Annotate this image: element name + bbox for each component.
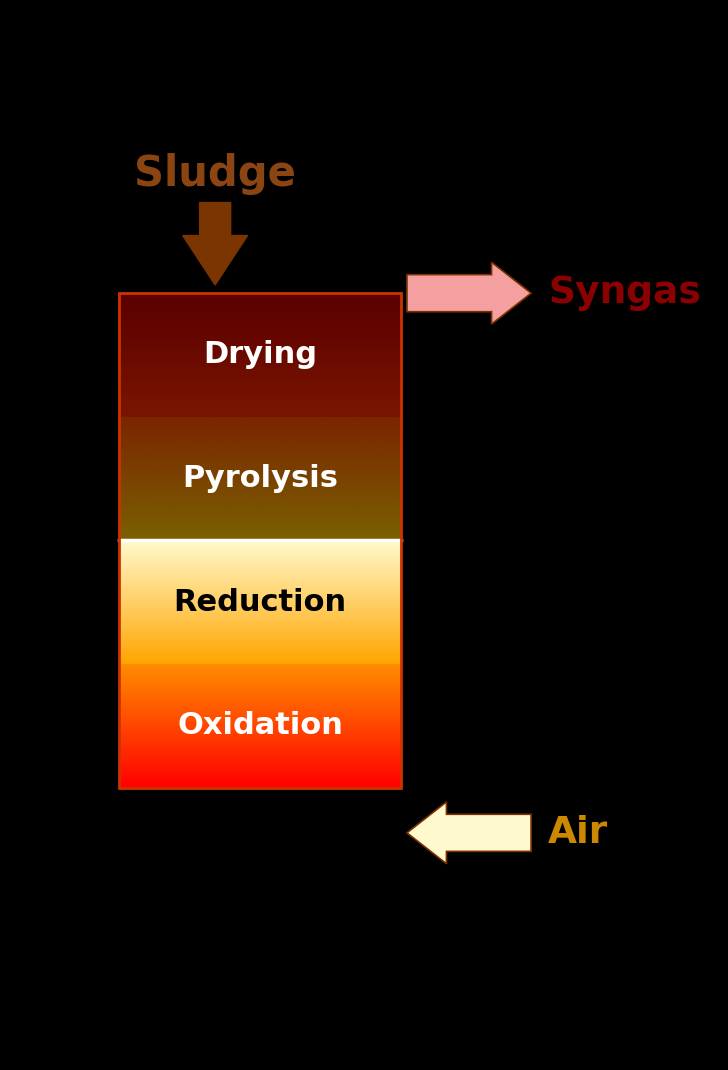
Polygon shape <box>407 262 531 324</box>
Bar <box>119 293 401 788</box>
Polygon shape <box>183 202 248 285</box>
Text: Syngas: Syngas <box>548 275 701 311</box>
Text: Reduction: Reduction <box>174 587 347 616</box>
Text: Drying: Drying <box>203 340 317 369</box>
Text: Oxidation: Oxidation <box>178 712 343 740</box>
Text: Air: Air <box>548 815 609 851</box>
Polygon shape <box>407 801 531 863</box>
Text: Pyrolysis: Pyrolysis <box>182 464 339 493</box>
Text: Sludge: Sludge <box>134 153 296 195</box>
